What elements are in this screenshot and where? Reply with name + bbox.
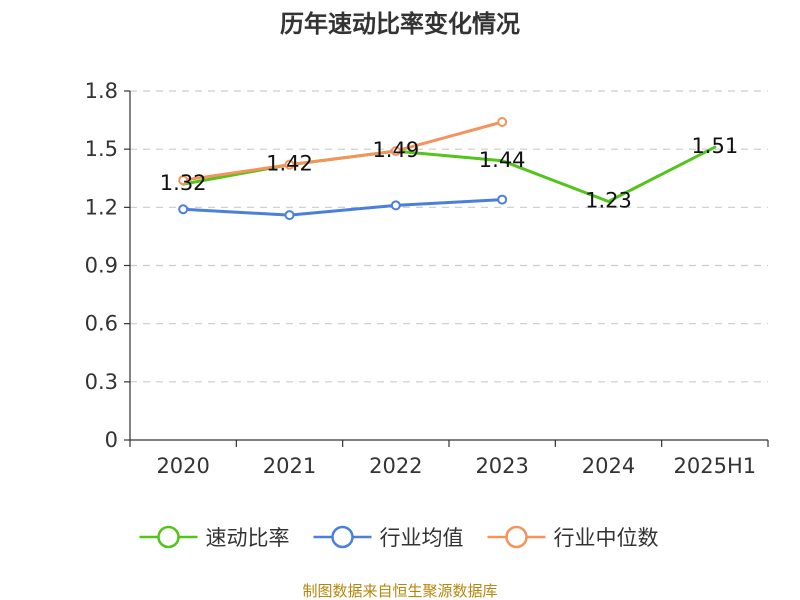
data-label: 1.51	[691, 134, 738, 158]
x-tick-label: 2025H1	[674, 454, 757, 478]
data-point	[178, 204, 189, 215]
data-label: 1.42	[266, 152, 313, 176]
data-point	[390, 200, 401, 211]
plot-area: 1.32 1.42 1.49 1.44 1.23 1.51	[160, 117, 738, 221]
gridlines	[130, 90, 768, 383]
series-line-1	[181, 198, 504, 217]
data-point	[284, 159, 295, 170]
x-tick-label: 2020	[156, 454, 209, 478]
legend-marker-icon	[331, 525, 354, 549]
chart-title: 历年速动比率变化情况	[280, 10, 520, 38]
y-tick-label: 0.9	[85, 254, 118, 278]
data-point	[284, 210, 295, 221]
y-tick-label: 1.8	[85, 79, 118, 103]
y-tick-label: 0.6	[85, 312, 118, 336]
legend-label: 速动比率	[206, 526, 290, 550]
data-point	[390, 146, 401, 157]
legend-item-0[interactable]: 速动比率	[139, 525, 290, 550]
data-point	[178, 175, 189, 186]
y-tick-label: 0.3	[85, 370, 118, 394]
x-tick-label: 2023	[475, 454, 528, 478]
data-point	[497, 194, 508, 205]
x-tick-label: 2024	[582, 454, 635, 478]
x-tick-label: 2022	[369, 454, 422, 478]
legend-label: 行业中位数	[554, 526, 659, 550]
y-tick-label: 1.5	[85, 137, 118, 161]
axes: 0 0.3 0.6 0.9 1.2 1.5 1.8 2020 2021 2022 2023 2024 2…	[85, 79, 769, 478]
legend[interactable]: 速动比率 行业均值 行业中位数	[139, 525, 659, 550]
data-label: 1.49	[372, 138, 419, 162]
legend-item-1[interactable]: 行业均值	[313, 525, 464, 550]
y-tick-label: 1.2	[85, 195, 118, 219]
data-label: 1.23	[585, 189, 632, 213]
legend-item-2[interactable]: 行业中位数	[487, 525, 659, 550]
legend-marker-icon	[157, 525, 180, 549]
data-label: 1.44	[479, 148, 526, 172]
series-line-2	[181, 120, 504, 182]
legend-marker-icon	[505, 525, 528, 549]
x-tick-label: 2021	[263, 454, 316, 478]
data-label: 1.32	[160, 171, 207, 195]
series-line-0	[181, 145, 717, 203]
y-tick-label: 0	[105, 428, 118, 452]
data-point	[497, 117, 508, 128]
source-note: 制图数据来自恒生聚源数据库	[302, 582, 497, 600]
legend-label: 行业均值	[380, 526, 464, 550]
